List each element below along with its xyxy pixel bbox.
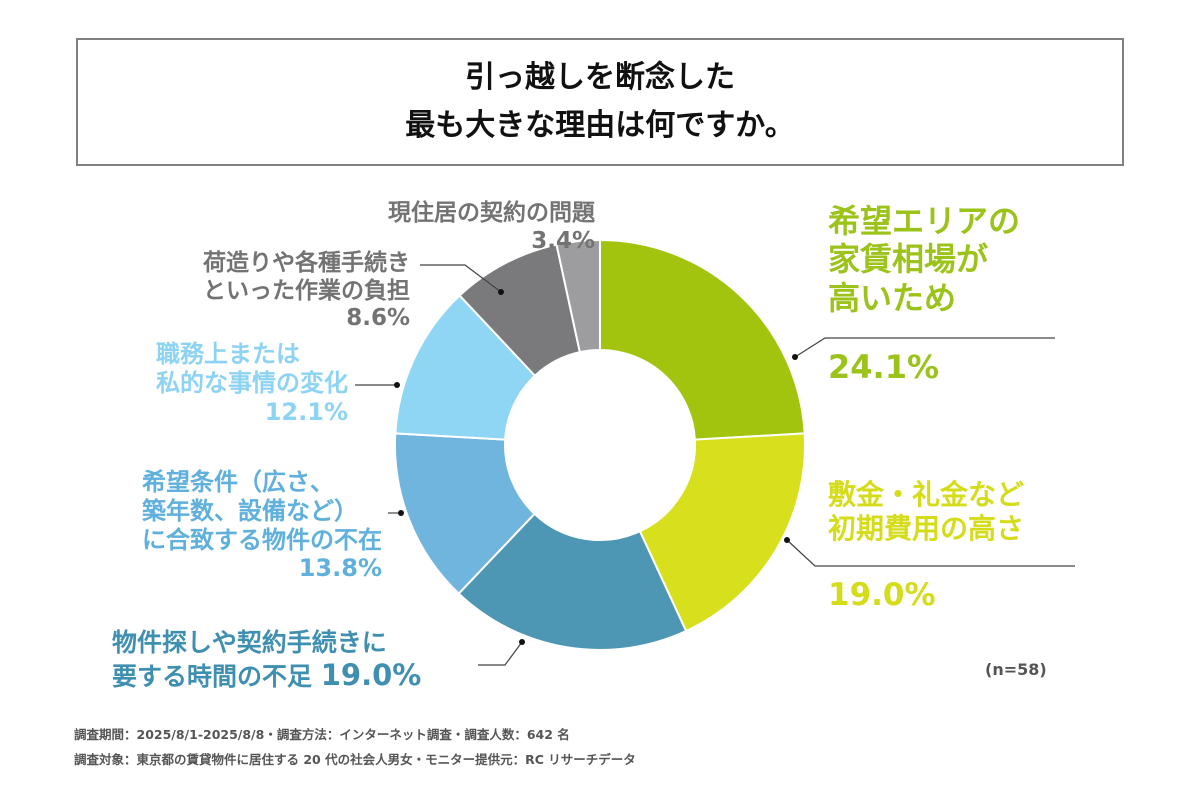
- donut-slice-2: [457, 512, 688, 651]
- slice-label-0-line: 高いため: [828, 278, 957, 317]
- slice-label-4-line: 職務上または: [156, 340, 300, 368]
- leader-dot-5: [498, 289, 504, 295]
- title-line-1: 引っ越しを断念した: [465, 60, 735, 95]
- leader-line-1: [786, 539, 1075, 567]
- slice-label-2: 物件探しや契約手続きに 要する時間の不足 19.0%: [112, 628, 421, 693]
- leader-dot-3: [398, 510, 404, 516]
- leader-dot-2: [519, 639, 525, 645]
- sample-size: (n=58): [985, 660, 1047, 679]
- leader-dot-4: [394, 382, 400, 388]
- title-line-2: 最も大きな理由は何ですか。: [405, 108, 795, 143]
- donut-slice-0: [599, 238, 806, 441]
- footer-line-1: 調査期間：2025/8/1-2025/8/8・調査方法：インターネット調査・調査…: [74, 727, 570, 742]
- donut-slice-1: [638, 432, 806, 633]
- slice-label-5: 荷造りや各種手続き といった作業の負担 8.6%: [203, 250, 410, 333]
- leader-dot-0: [792, 354, 798, 360]
- slice-label-1-line: 敷金・礼金など: [828, 478, 1025, 511]
- slice-pct-0: 24.1%: [828, 348, 940, 386]
- slice-pct-5: 8.6%: [346, 305, 410, 332]
- slice-pct-1: 19.0%: [828, 577, 936, 613]
- slice-label-0-line: 希望エリアの: [828, 202, 1021, 240]
- slice-label-3-line: に合致する物件の不在: [142, 525, 382, 554]
- leader-dot-1: [784, 537, 790, 543]
- slice-label-3: 希望条件（広さ、 築年数、設備など） に合致する物件の不在 13.8%: [142, 468, 382, 583]
- slice-label-2-line: 物件探しや契約手続きに: [112, 628, 387, 657]
- slice-label-3-line: 希望条件（広さ、: [142, 468, 334, 496]
- donut-slice-4: [394, 294, 537, 441]
- title-box: 引っ越しを断念した 最も大きな理由は何ですか。: [76, 38, 1124, 166]
- leader-line-5: [420, 264, 502, 293]
- slice-pct-6: 3.4%: [531, 227, 595, 254]
- leader-line-0: [794, 337, 1055, 358]
- slice-pct-2: 19.0%: [320, 658, 422, 692]
- slice-pct-4: 12.1%: [264, 397, 348, 426]
- slice-label-4: 職務上または 私的な事情の変化 12.1%: [156, 340, 348, 426]
- footer-line-2: 調査対象：東京都の賃貸物件に居住する 20 代の社会人男女・モニター提供元：RC…: [74, 752, 636, 767]
- slice-label-6: 現住居の契約の問題 3.4%: [388, 200, 595, 255]
- leader-line-2: [478, 641, 523, 666]
- slice-label-1-line: 初期費用の高さ: [828, 511, 1025, 545]
- slice-label-5-line: といった作業の負担: [203, 277, 410, 304]
- slice-label-1: 敷金・礼金など 初期費用の高さ: [828, 478, 1024, 545]
- slice-pct-3: 13.8%: [298, 554, 382, 583]
- slice-label-5-line: 荷造りや各種手続き: [203, 250, 410, 276]
- donut-slice-6: [555, 238, 601, 354]
- slice-label-3-line: 築年数、設備など）: [142, 496, 358, 525]
- slice-label-6-line: 現住居の契約の問題: [388, 200, 595, 226]
- slice-label-0: 希望エリアの 家賃相場が 高いため: [828, 202, 1020, 317]
- slice-label-2-line: 要する時間の不足: [112, 662, 313, 691]
- slice-label-4-line: 私的な事情の変化: [156, 368, 348, 397]
- slice-label-0-line: 家賃相場が: [828, 240, 989, 279]
